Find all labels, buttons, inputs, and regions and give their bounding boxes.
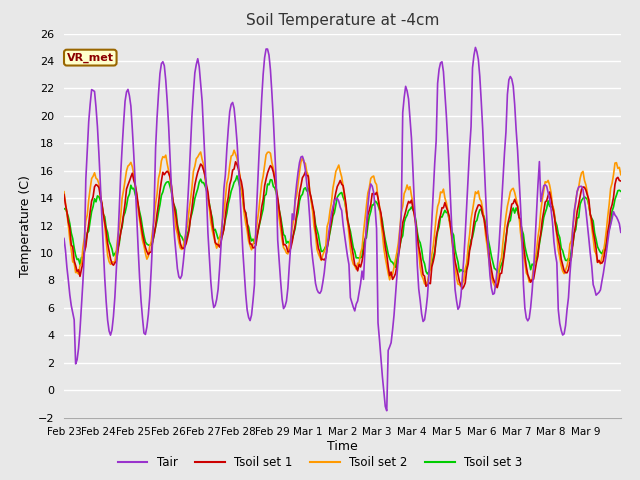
Text: VR_met: VR_met <box>67 52 114 63</box>
X-axis label: Time: Time <box>327 440 358 453</box>
Legend: Tair, Tsoil set 1, Tsoil set 2, Tsoil set 3: Tair, Tsoil set 1, Tsoil set 2, Tsoil se… <box>113 452 527 474</box>
Title: Soil Temperature at -4cm: Soil Temperature at -4cm <box>246 13 439 28</box>
Y-axis label: Temperature (C): Temperature (C) <box>19 175 32 276</box>
